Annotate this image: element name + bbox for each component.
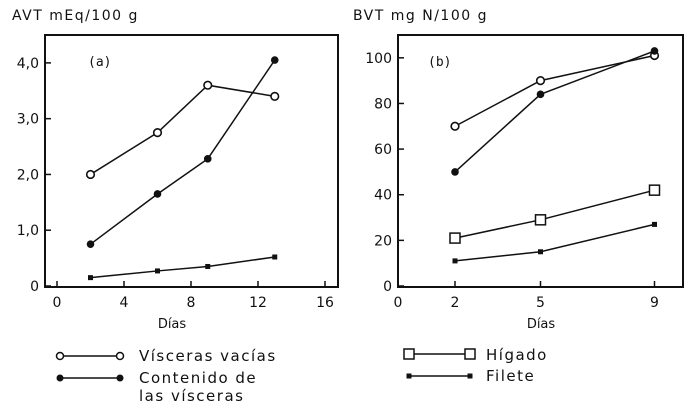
chart-a-ytick-label: 4,0 [17,56,39,72]
legend: Vísceras vacías Contenido de las víscera… [55,346,548,405]
chart-b-ticks: 0 2 5 9 0 20 40 60 80 100 [365,51,659,311]
chart-a-ytick-label: 2,0 [17,167,39,183]
chart-a-xlabel: Días [158,317,187,332]
chart-b-series [449,47,661,264]
small-square-icon [467,373,473,379]
chart-b-ytick-label: 100 [365,51,392,67]
chart-b-series-line-1 [454,50,655,173]
chart-b-data-point [450,121,460,131]
chart-a-series-line-2 [90,256,275,279]
chart-b-data-point [538,249,543,255]
legend-label-higado: Hígado [486,346,548,364]
chart-b-data-point [534,214,547,226]
chart-a-xtick-label: 0 [53,295,62,311]
chart-a-ticks: 0 4 8 12 16 0 1,0 2,0 3,0 4,0 [17,56,334,311]
chart-b-data-point [449,232,461,244]
chart-b-ytick-label: 0 [383,279,392,295]
chart-a-frame [44,34,339,288]
chart-b-xlabel: Días [527,317,556,332]
chart-a-data-point [88,275,93,281]
chart-a-ytick-label: 1,0 [17,223,39,239]
chart-b-panel-label: (b) [428,55,451,70]
chart-a-data-point [203,80,213,90]
chart-a-data-point [86,240,95,248]
chart-a-data-point [203,155,212,163]
chart-a-data-point [155,268,160,274]
chart-b-series-line-0 [454,54,655,127]
chart-a-ytick-label: 0 [30,279,39,295]
chart-a-data-point [152,128,163,138]
chart-a-series [85,56,280,281]
chart-a-xtick-label: 4 [120,295,129,311]
filled-circle-icon [116,374,124,382]
chart-b-ytick-label: 20 [374,233,392,249]
legend-label-filete: Filete [486,367,535,385]
legend-item-visceras-vacias: Vísceras vacías [55,347,277,365]
open-square-icon [464,348,476,360]
chart-b-data-point [536,90,545,99]
chart-a-data-point [270,91,280,101]
legend-label-contenido-line2: las vísceras [139,387,244,405]
chart-a-panel-label: (a) [88,55,111,70]
chart-b-data-point [535,76,546,86]
chart-a-xtick-label: 16 [316,295,334,311]
chart-b-title: BVT mg N/100 g [353,8,488,24]
chart-a-ytick-label: 3,0 [17,112,39,128]
chart-b-ytick-label: 40 [374,188,392,204]
chart-a-data-point [153,190,162,198]
chart-b-xtick-label: 0 [394,295,403,311]
legend-item-contenido: Contenido de las vísceras [56,369,257,405]
chart-b-ytick-label: 60 [374,142,392,158]
chart-b-frame [397,34,684,288]
open-circle-icon [55,351,65,361]
chart-a-xtick-label: 8 [187,295,196,311]
chart-panel-b: BVT mg N/100 g (b) Días 0 2 5 9 0 20 40 60 80 100 [353,8,684,332]
legend-label-visceras-vacias: Vísceras vacías [139,347,277,365]
chart-b-ytick-label: 80 [374,96,392,112]
chart-panel-a: AVT mEq/100 g (a) Días 0 4 8 12 16 0 1,0 2,0 3,0… [12,8,339,332]
open-square-icon [403,348,415,360]
legend-label-contenido-line1: Contenido de [139,369,257,387]
chart-b-data-point [452,258,458,264]
filled-circle-icon [56,374,64,382]
chart-b-xtick-label: 5 [536,295,545,311]
small-square-icon [406,373,412,379]
chart-b-xtick-label: 9 [650,295,659,311]
chart-a-series-line-0 [90,84,275,176]
chart-b-xtick-label: 2 [451,295,460,311]
chart-a-data-point [205,263,211,269]
chart-a-series-line-1 [90,59,276,245]
chart-a-data-point [85,169,96,180]
open-circle-icon [115,351,125,361]
chart-a-title: AVT mEq/100 g [12,8,139,24]
chart-b-data-point [648,184,661,196]
chart-a-data-point [272,254,278,260]
chart-a-data-point [270,56,279,64]
chart-b-data-point [652,221,657,227]
chart-b-series-line-3 [454,223,655,262]
legend-item-filete: Filete [406,367,535,385]
chart-a-xtick-label: 12 [249,295,267,311]
chart-b-data-point [451,168,459,176]
chart-b-data-point [650,47,659,55]
legend-item-higado: Hígado [403,346,548,364]
